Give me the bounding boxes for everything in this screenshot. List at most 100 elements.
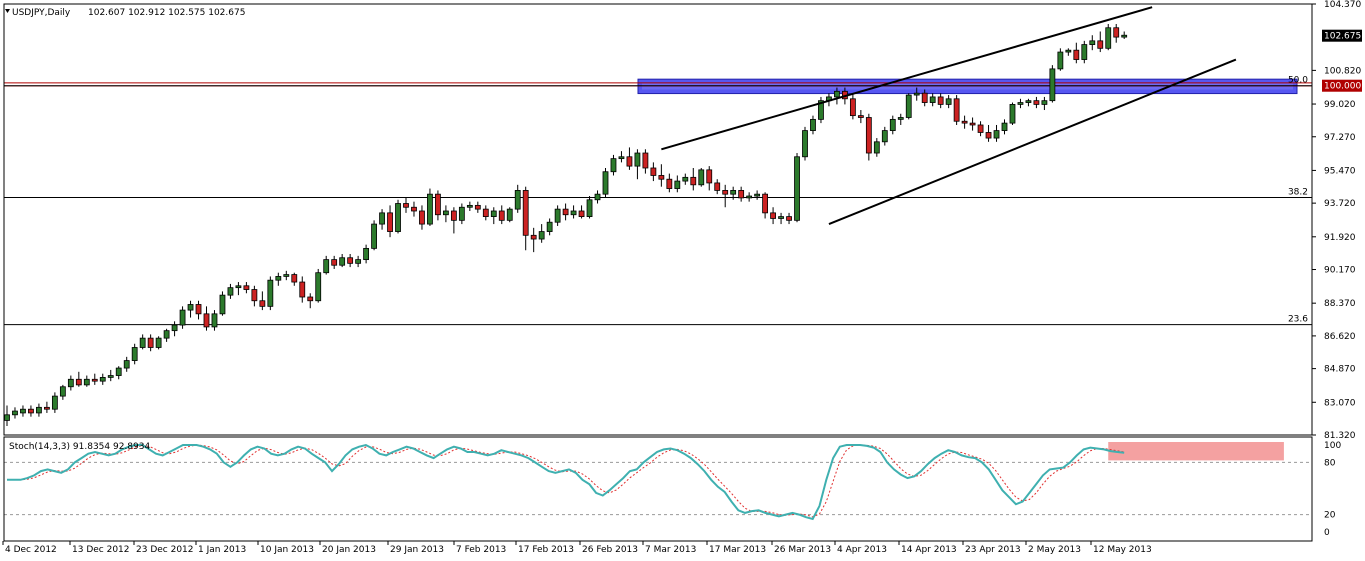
bullish-candle	[746, 195, 753, 199]
bullish-candle	[179, 309, 186, 326]
bullish-candle	[754, 193, 761, 197]
bearish-candle	[690, 176, 697, 186]
bullish-candle	[1089, 40, 1096, 45]
bullish-candle	[610, 158, 617, 173]
bearish-candle	[299, 281, 306, 298]
bullish-candle	[83, 378, 90, 386]
bullish-candle	[466, 204, 473, 208]
bullish-candle	[570, 210, 577, 216]
x-tick-label: 13 Dec 2012	[72, 545, 130, 555]
bullish-candle	[810, 118, 816, 131]
x-tick-label: 17 Mar 2013	[709, 545, 766, 555]
x-tick-label: 7 Feb 2013	[456, 545, 506, 555]
bullish-candle	[873, 141, 880, 154]
price-tick-label: 100.820	[1324, 66, 1361, 76]
dropdown-triangle-icon[interactable]	[5, 9, 10, 13]
bullish-candle	[227, 287, 234, 296]
bullish-candle	[554, 208, 561, 223]
bullish-candle	[682, 176, 689, 182]
bearish-candle	[658, 175, 665, 180]
bearish-candle	[642, 152, 649, 169]
fib-level-label: 23.6	[1288, 315, 1308, 325]
x-tick-label: 10 Jan 2013	[260, 545, 314, 555]
price-tick-label: 104.370	[1324, 0, 1361, 10]
current-price-label: 102.675	[1324, 32, 1361, 42]
bullish-candle	[594, 193, 601, 201]
trendline-upper	[661, 6, 1153, 151]
stoch-main-line	[7, 443, 1125, 521]
x-tick-label: 7 Mar 2013	[645, 545, 696, 555]
x-tick-label: 23 Dec 2012	[136, 545, 194, 555]
bullish-candle	[267, 279, 274, 307]
main-panel-frame	[3, 3, 1313, 436]
bearish-candle	[498, 210, 505, 221]
price-tick-label: 84.870	[1324, 365, 1356, 375]
bullish-candle	[730, 190, 737, 195]
bearish-candle	[387, 212, 393, 232]
bullish-candle	[275, 276, 282, 281]
bullish-candle	[1001, 122, 1008, 131]
bearish-candle	[849, 98, 856, 117]
bullish-candle	[51, 395, 58, 410]
bearish-candle	[474, 204, 481, 210]
bullish-candle	[115, 367, 122, 376]
bullish-candle	[235, 285, 242, 289]
x-tick-label: 29 Jan 2013	[390, 545, 444, 555]
bullish-candle	[1041, 100, 1048, 105]
bearish-candle	[1073, 49, 1080, 60]
bearish-candle	[251, 289, 258, 302]
price-tick-label: 90.170	[1324, 266, 1356, 276]
bullish-candle	[514, 190, 521, 210]
bearish-candle	[706, 169, 713, 184]
bearish-candle	[411, 206, 417, 212]
bearish-candle	[1097, 40, 1104, 49]
price-tick-label: 86.620	[1324, 332, 1356, 342]
bullish-candle	[123, 360, 130, 369]
price-tick-label: 97.270	[1324, 133, 1356, 143]
x-tick-label: 1 Jan 2013	[198, 545, 246, 555]
bearish-candle	[786, 216, 792, 221]
bearish-candle	[770, 212, 776, 219]
x-tick-label: 23 Apr 2013	[965, 545, 1021, 555]
bullish-candle	[802, 130, 808, 158]
bullish-candle	[1081, 44, 1088, 60]
red-level-label: 100.000	[1324, 82, 1361, 92]
x-tick-label: 20 Jan 2013	[322, 545, 376, 555]
bearish-candle	[977, 124, 984, 133]
x-tick-label: 12 May 2013	[1093, 545, 1152, 555]
price-tick-label: 93.720	[1324, 199, 1356, 209]
bullish-candle	[339, 257, 346, 266]
price-tick-label: 83.070	[1324, 398, 1356, 408]
stochastic-panel-frame	[3, 436, 1313, 542]
bullish-candle	[897, 117, 904, 120]
x-tick-label: 26 Mar 2013	[774, 545, 831, 555]
bearish-candle	[450, 210, 457, 221]
bullish-candle	[155, 337, 162, 348]
bullish-candle	[945, 98, 952, 105]
bearish-candle	[307, 296, 314, 302]
bullish-candle	[993, 130, 1000, 139]
price-tick-label: 91.920	[1324, 233, 1356, 243]
bearish-candle	[435, 193, 441, 216]
bullish-candle	[323, 259, 330, 274]
red-level-box	[1322, 79, 1362, 92]
price-tick-label: 88.370	[1324, 299, 1356, 309]
fib-level-label: 38.2	[1288, 188, 1308, 198]
bullish-candle	[363, 247, 370, 261]
bullish-candle	[139, 337, 146, 348]
stoch-tick-label: 20	[1324, 511, 1336, 521]
bearish-candle	[714, 182, 721, 191]
bullish-candle	[458, 206, 465, 221]
bullish-candle	[4, 414, 10, 421]
bullish-candle	[1057, 51, 1064, 70]
bullish-candle	[107, 375, 114, 378]
bearish-candle	[937, 96, 944, 105]
bullish-candle	[131, 347, 138, 361]
bearish-candle	[738, 190, 745, 199]
bearish-candle	[522, 190, 529, 236]
bullish-candle	[905, 94, 912, 118]
stoch-highlight-box	[1108, 442, 1284, 461]
bullish-candle	[1009, 104, 1016, 124]
